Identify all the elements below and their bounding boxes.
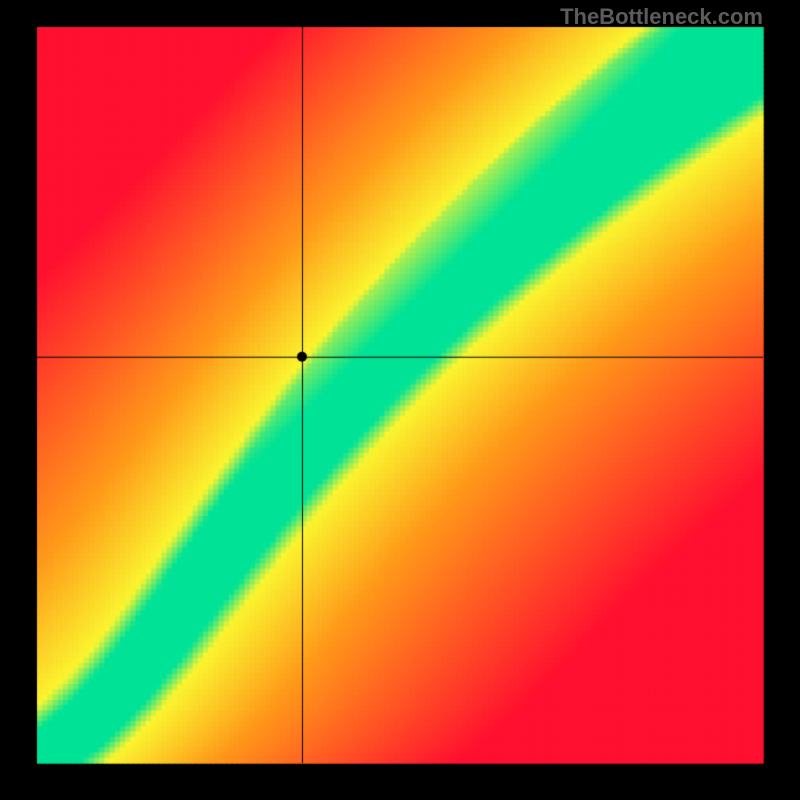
bottleneck-heatmap	[0, 0, 800, 800]
watermark-text: TheBottleneck.com	[560, 4, 763, 30]
